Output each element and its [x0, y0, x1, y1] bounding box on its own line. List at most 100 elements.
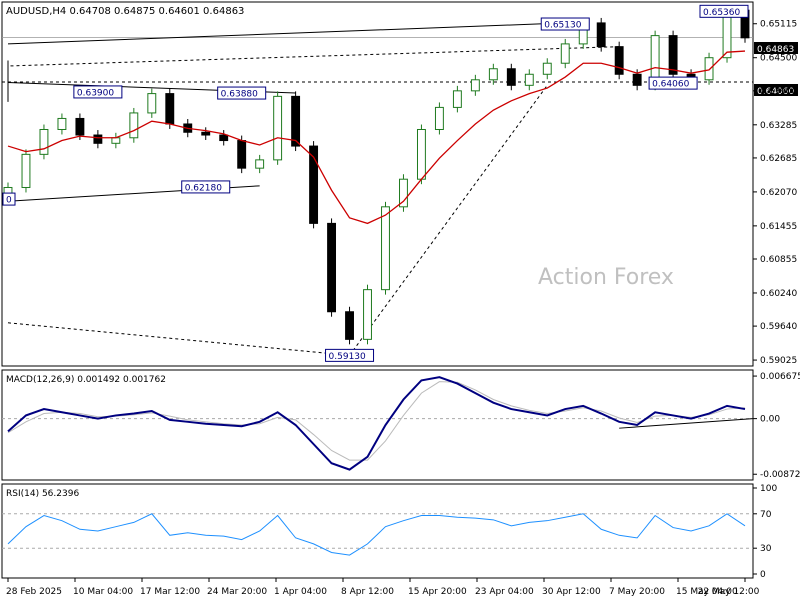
trendline	[7, 46, 620, 67]
candle-body	[309, 145, 319, 224]
candle-body	[506, 68, 516, 86]
macd-panel-frame	[1, 369, 754, 481]
price-tick-label: 0.63900	[760, 87, 797, 97]
candle-body	[399, 178, 408, 208]
x-tick-label: 24 Mar 20:00	[207, 587, 267, 597]
x-tick-label: 28 Feb 2025	[6, 587, 62, 597]
price-annotation-box	[540, 17, 590, 31]
price-annotation-box	[699, 4, 749, 18]
candle-body	[560, 43, 570, 64]
rsi-line	[7, 513, 746, 556]
price-tick-label: 0.59025	[760, 356, 797, 366]
rsi-tick-label: 100	[760, 484, 777, 494]
x-tick-label: 17 Mar 12:00	[140, 587, 200, 597]
candle-body	[165, 93, 175, 125]
candle-body	[470, 79, 480, 92]
price-annotation-box	[181, 180, 231, 194]
current-price-tag: 0.64863	[754, 42, 798, 55]
candle-body	[452, 90, 462, 108]
price-annotation-box	[217, 86, 267, 100]
candle-body	[57, 117, 67, 130]
x-tick-label: 10 Mar 04:00	[73, 587, 133, 597]
price-annotation-label: 0.63880	[221, 90, 258, 100]
candle-body	[111, 137, 121, 144]
candle-body	[524, 73, 534, 86]
rsi-tick-label: 30	[760, 544, 772, 554]
candle-body	[488, 68, 498, 81]
current-price-label: 0.64863	[757, 45, 794, 55]
candle-body	[237, 140, 247, 169]
price-tick-label: 0.60240	[760, 289, 797, 299]
price-tick-label: 0.59640	[760, 322, 797, 332]
x-tick-label: 22 May 12:00	[698, 587, 760, 597]
price-annotation-label: 0.62180	[185, 183, 222, 193]
candle-body	[668, 35, 678, 75]
rsi-tick-label: 70	[760, 510, 772, 520]
macd-line	[7, 376, 746, 471]
price-tick-label: 0.65115	[760, 20, 797, 30]
level-label: 0.64060	[757, 87, 794, 97]
price-tick-label: 0.62070	[760, 188, 797, 198]
macd-tick-label: -0.008724	[760, 470, 800, 480]
candle-body	[542, 62, 552, 75]
x-tick-label: 30 Apr 12:00	[542, 587, 601, 597]
price-annotation-box	[648, 76, 698, 90]
candle-body	[632, 73, 642, 86]
price-tick-label: 0.61455	[760, 222, 797, 232]
price-tick-label: 0.63285	[760, 121, 797, 131]
level-tag: 0.64060	[754, 84, 798, 97]
candle-body	[381, 206, 390, 291]
symbol-header: AUDUSD,H4 0.64708 0.64875 0.64601 0.6486…	[6, 6, 244, 17]
candle-body	[147, 93, 157, 114]
x-tick-label: 7 May 20:00	[609, 587, 665, 597]
price-annotation-label: 0.64060	[652, 80, 689, 90]
candle-body	[345, 311, 354, 340]
macd-title: MACD(12,26,9) 0.001492 0.001762	[6, 375, 166, 385]
price-tick-label: 0.64500	[760, 54, 797, 64]
trendline	[349, 85, 548, 356]
price-annotation-label: 0	[6, 196, 12, 206]
watermark: Action Forex	[538, 265, 674, 290]
candle-body	[704, 57, 714, 81]
macd-tick-label: 0.006675	[760, 372, 800, 382]
rsi-tick-label: 0	[760, 570, 766, 580]
candle-body	[21, 153, 31, 188]
macd-signal-line	[7, 381, 746, 461]
x-tick-label: 23 Apr 04:00	[475, 587, 534, 597]
price-annotation-label: 0.65130	[544, 21, 581, 31]
price-tick-label: 0.62685	[760, 154, 797, 164]
price-annotation-box	[325, 348, 375, 362]
candle-body	[614, 46, 624, 75]
candle-body	[434, 106, 444, 130]
candle-body	[75, 117, 85, 136]
candle-body	[416, 128, 426, 180]
candle-body	[201, 131, 211, 136]
macd-tick-label: 0.00	[760, 415, 780, 425]
candle-body	[255, 159, 265, 169]
candle-body	[129, 112, 139, 139]
price-tick-label: 0.60855	[760, 255, 797, 265]
x-tick-label: 15 Apr 20:00	[408, 587, 467, 597]
price-annotation-box	[2, 192, 16, 206]
trendline	[7, 22, 566, 45]
moving-average-line	[7, 50, 746, 225]
price-annotation-box	[73, 85, 123, 99]
macd-trendline	[619, 418, 754, 429]
x-tick-label: 1 Apr 04:00	[274, 587, 327, 597]
candle-body	[363, 289, 372, 340]
candle-body	[39, 128, 49, 155]
candle-body	[273, 95, 283, 161]
price-annotation-label: 0.59130	[329, 352, 366, 362]
candle-body	[93, 134, 103, 144]
price-annotation-label: 0.63900	[77, 88, 114, 98]
candle-body	[327, 222, 337, 313]
candle-body	[596, 22, 606, 48]
rsi-panel-frame	[1, 483, 754, 579]
price-panel-frame	[1, 1, 754, 367]
trendline	[7, 322, 350, 356]
candle-body	[291, 95, 301, 147]
rsi-title: RSI(14) 56.2396	[6, 489, 79, 499]
x-tick-label: 15 May 04:00	[676, 587, 738, 597]
